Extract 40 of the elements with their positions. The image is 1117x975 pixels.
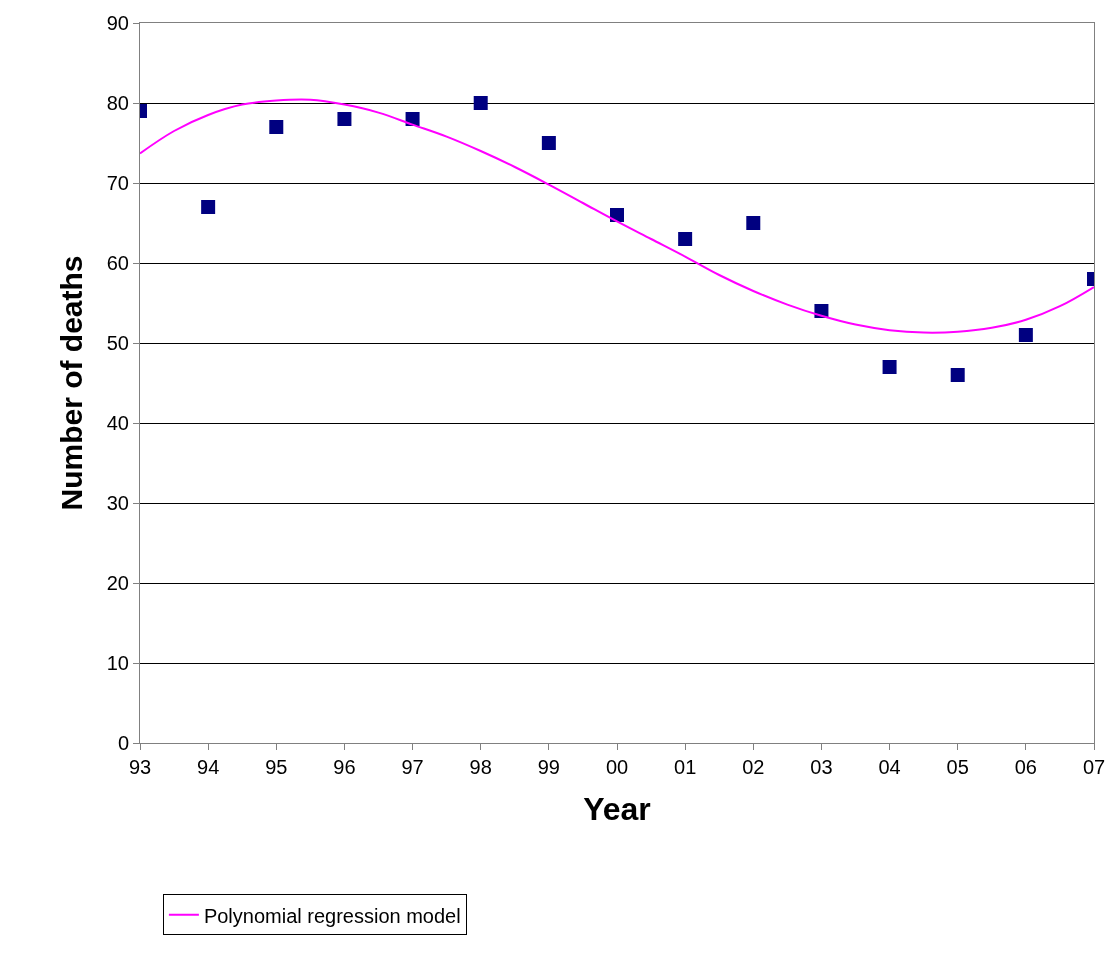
x-tick-label: 95 (265, 756, 288, 778)
point (746, 216, 761, 230)
point (541, 136, 556, 150)
x-tick-label: 02 (742, 756, 765, 778)
y-tick-label: 40 (106, 412, 129, 434)
y-tick-label: 30 (106, 492, 129, 514)
point (882, 360, 897, 374)
y-tick-label: 20 (106, 572, 129, 594)
point (1018, 328, 1033, 342)
y-axis-title: Number of deaths (54, 255, 88, 511)
y-tick-label: 50 (106, 332, 129, 354)
point (337, 112, 352, 126)
x-tick-label: 00 (605, 756, 629, 778)
y-tick-label: 10 (106, 652, 129, 674)
line-series (140, 98, 1094, 334)
legend-label: Polynomial regression model (203, 904, 461, 927)
x-tick-label: 99 (537, 756, 560, 778)
point (269, 120, 284, 134)
x-tick-label: 04 (878, 756, 901, 778)
y-tick-label: 60 (106, 252, 129, 274)
point (610, 208, 624, 222)
x-tick-label: 97 (401, 756, 424, 778)
y-tick-label: 90 (106, 12, 129, 34)
x-tick-label: 05 (946, 756, 969, 778)
x-tick-label: 96 (333, 756, 356, 778)
y-tick-label: 70 (106, 172, 129, 194)
x-tick-label: 98 (469, 756, 492, 778)
x-tick-label: 01 (674, 756, 697, 778)
point (678, 232, 693, 246)
x-tick-label: 07 (1082, 756, 1106, 778)
x-tick-label: 06 (1014, 756, 1037, 778)
point (473, 96, 488, 110)
x-tick-label: 94 (197, 756, 220, 778)
x-tick-label: 93 (128, 756, 152, 778)
x-tick-label: 03 (810, 756, 833, 778)
y-tick-label: 0 (117, 732, 129, 754)
point (201, 200, 216, 214)
y-tick-label: 80 (106, 92, 129, 114)
x-axis-title: Year (583, 790, 651, 827)
point (950, 368, 965, 382)
